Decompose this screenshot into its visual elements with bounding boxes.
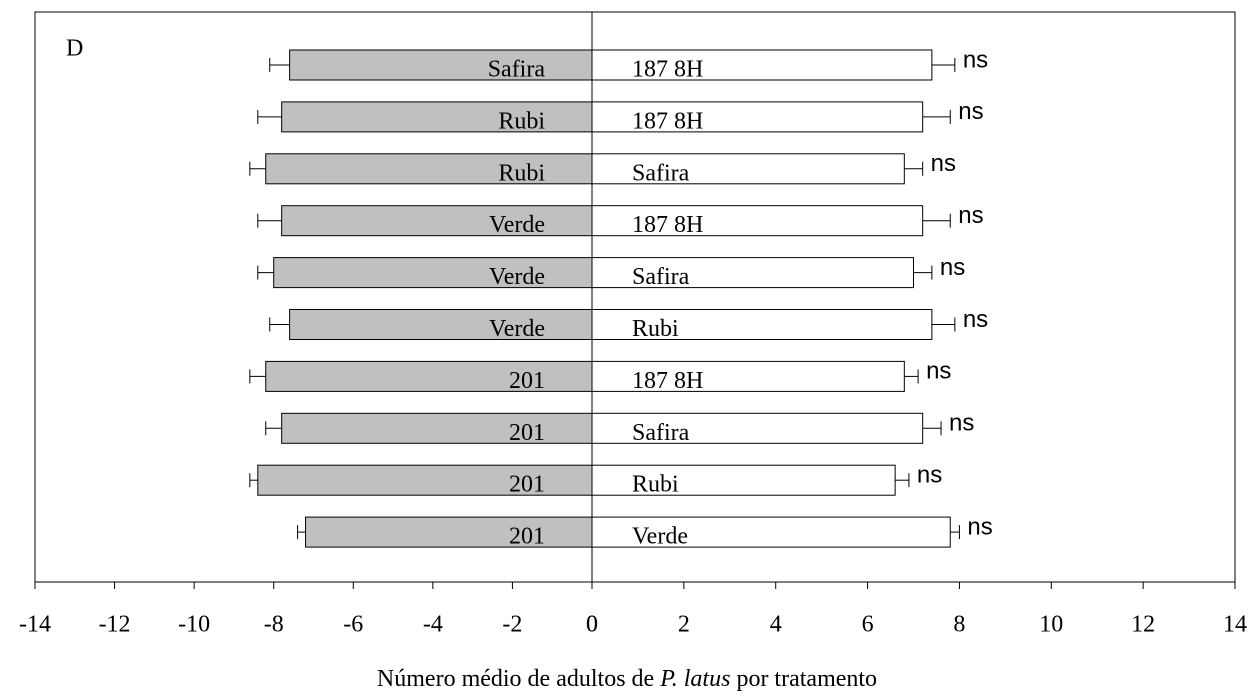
bar-label: Rubi [498,108,545,134]
bar [281,101,593,133]
x-tick-label: 14 [1223,612,1247,638]
bar-label: 187 8H [632,368,703,394]
significance-label: ns [967,513,992,540]
bar-label: 187 8H [632,108,703,134]
significance-label: ns [931,150,956,177]
significance-label: ns [926,358,951,385]
significance-label: ns [963,306,988,333]
bar-label: Rubi [632,316,679,342]
x-tick-label: 8 [953,612,965,638]
x-tick-label: -6 [343,612,363,638]
x-axis-title: Número médio de adultos de P. latus por … [377,666,877,692]
significance-label: ns [949,410,974,437]
bar-label: 201 [509,472,545,498]
bar-label: Verde [632,524,688,550]
x-tick-label: 0 [586,612,598,638]
bar [591,516,951,548]
bar [289,309,593,340]
significance-label: ns [963,46,988,73]
x-tick-label: 12 [1131,612,1155,638]
significance-label: ns [940,254,965,281]
bar [281,412,593,444]
bar [591,257,914,289]
bar [591,360,905,392]
x-tick-label: -12 [99,612,131,638]
x-tick-label: 4 [770,612,782,638]
x-tick-label: 0 [586,612,598,638]
bar-label: Verde [489,212,545,238]
bar-label: 201 [509,368,545,394]
x-tick-label: 6 [862,612,874,638]
x-tick-label: -2 [502,612,522,638]
bar-label: 201 [509,524,545,550]
bar-label: Safira [488,57,546,83]
bar-label: Safira [632,264,690,290]
x-axis-title-part: P. latus [659,666,730,692]
bar-label: 187 8H [632,212,703,238]
bar [305,516,593,548]
significance-label: ns [958,98,983,125]
x-tick-label: 2 [678,612,690,638]
bar [591,101,924,133]
bar-label: Safira [632,420,690,446]
panel-label: D [66,36,83,62]
x-tick-label: -14 [19,612,51,638]
significance-label: ns [917,462,942,489]
bar-label: Rubi [498,160,545,186]
significance-label: ns [958,202,983,229]
bar [591,412,924,444]
bar [591,49,933,81]
bar [591,205,924,237]
bar-label: Rubi [632,472,679,498]
bar [265,360,593,392]
bar-label: 201 [509,420,545,446]
bar-label: 187 8H [632,57,703,83]
x-tick-label: -8 [264,612,284,638]
bar [289,49,593,81]
bar-label: Safira [632,160,690,186]
bar-label: Verde [489,316,545,342]
bar-label: Verde [489,264,545,290]
x-tick-label: 10 [1039,612,1063,638]
bar [281,205,593,237]
x-axis-title-part: Número médio de adultos de [377,666,660,692]
x-axis-title-part: por tratamento [730,666,877,692]
bar [591,464,896,496]
x-tick-label: -4 [423,612,443,638]
x-tick-label: -10 [178,612,210,638]
